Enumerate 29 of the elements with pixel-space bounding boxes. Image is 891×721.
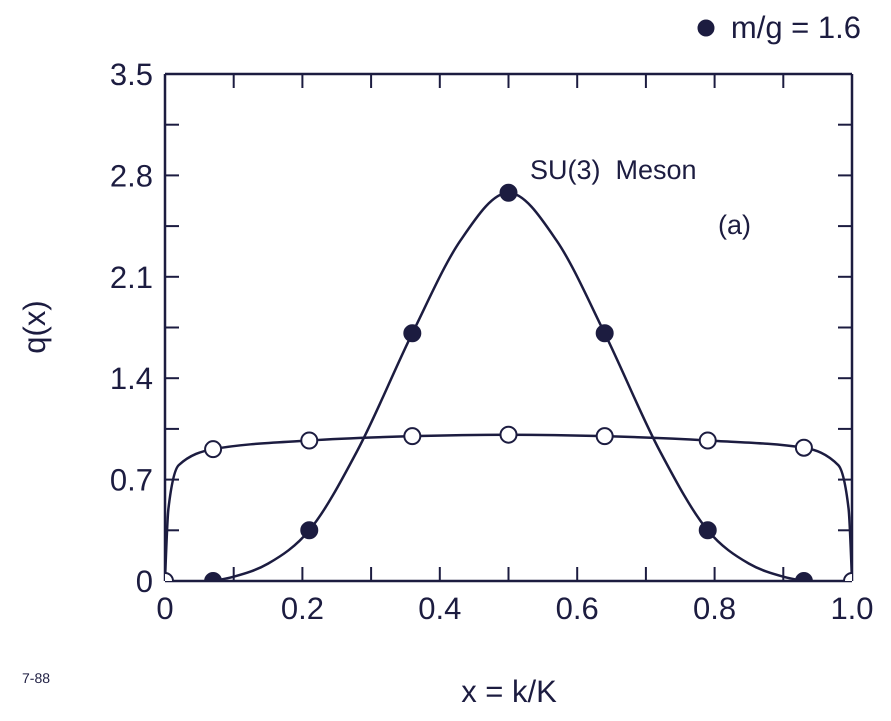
point <box>698 521 717 540</box>
x-tick-label: 1.0 <box>830 591 874 626</box>
y-tick-label: 2.8 <box>110 158 153 194</box>
y-tick-label: 3.5 <box>110 57 153 92</box>
y-tick-label: 0 <box>136 564 153 600</box>
x-tick-label: 0.2 <box>280 591 324 626</box>
point <box>403 427 422 446</box>
y-tick-label: 1.4 <box>110 361 153 396</box>
point <box>500 184 518 202</box>
point <box>204 440 222 458</box>
x-tick-label: 0.6 <box>556 591 599 626</box>
x-tick-label: 0.8 <box>693 591 736 626</box>
x-axis-title: x = k/K <box>461 674 557 710</box>
point <box>596 324 614 342</box>
text: 7-88 <box>22 670 50 686</box>
y-tick-label: 0.7 <box>110 462 153 498</box>
annotation: SU(3) Meson <box>530 155 697 186</box>
annotation: (a) <box>718 210 751 241</box>
point <box>596 427 614 446</box>
y-tick-label: 2.1 <box>110 260 153 295</box>
legend-label: m/g = 1.6 <box>730 10 861 46</box>
y-axis-title: q(x) <box>17 300 53 354</box>
point <box>403 324 422 342</box>
point <box>300 431 318 450</box>
point <box>698 431 717 450</box>
x-tick-label: 0.4 <box>418 591 462 626</box>
point <box>500 426 518 444</box>
point <box>794 438 813 457</box>
point <box>300 521 318 540</box>
